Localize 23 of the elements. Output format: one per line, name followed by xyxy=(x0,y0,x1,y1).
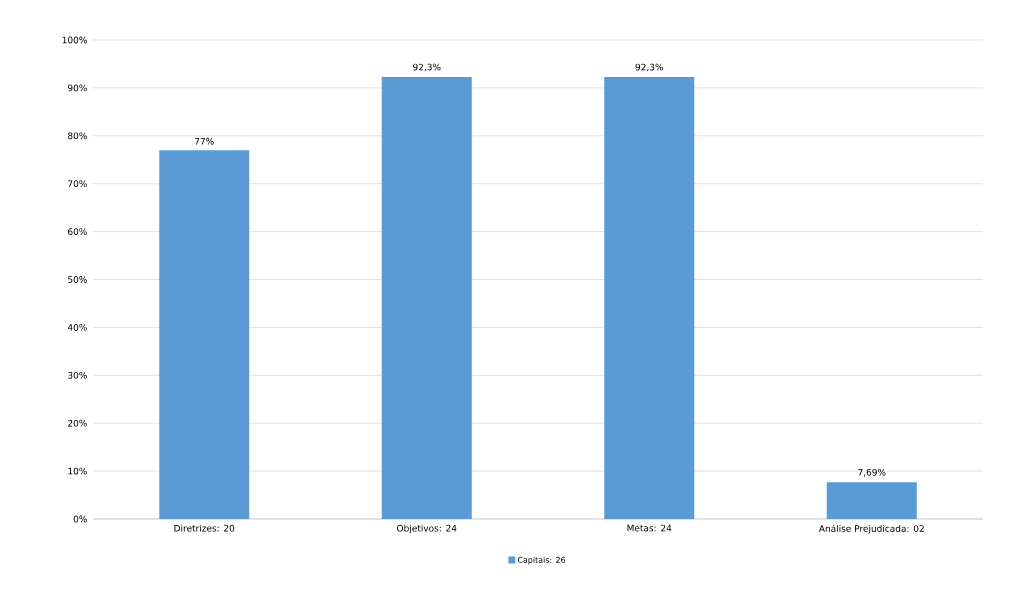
y-tick-label: 20% xyxy=(68,419,87,427)
y-tick-label: 90% xyxy=(67,84,87,92)
x-tick-label: Metas: 24 xyxy=(627,524,672,532)
text: 92,3% xyxy=(635,63,663,72)
text: 7,69% xyxy=(858,468,886,477)
y-tick-label: 10% xyxy=(68,467,87,475)
bar xyxy=(604,76,695,519)
bar xyxy=(381,76,472,519)
x-tick-label: Diretrizes: 20 xyxy=(174,524,235,532)
y-tick-label: 80% xyxy=(68,132,87,140)
x-tick-label: Objetivos: 24 xyxy=(397,524,457,534)
y-tick-label: 30% xyxy=(68,371,87,379)
y-tick-label: 40% xyxy=(67,324,87,331)
y-tick-label: 70% xyxy=(68,180,87,188)
y-tick-label: 0% xyxy=(73,515,87,523)
text: 92,3% xyxy=(413,63,441,72)
x-tick-label: Análise Prejudicada: 02 xyxy=(818,524,924,534)
bar xyxy=(159,150,250,519)
bar xyxy=(826,482,917,519)
y-tick-label: 60% xyxy=(68,228,87,235)
y-tick-label: 100% xyxy=(62,36,87,44)
y-tick-label: 50% xyxy=(68,276,87,283)
text: 77% xyxy=(195,137,214,145)
